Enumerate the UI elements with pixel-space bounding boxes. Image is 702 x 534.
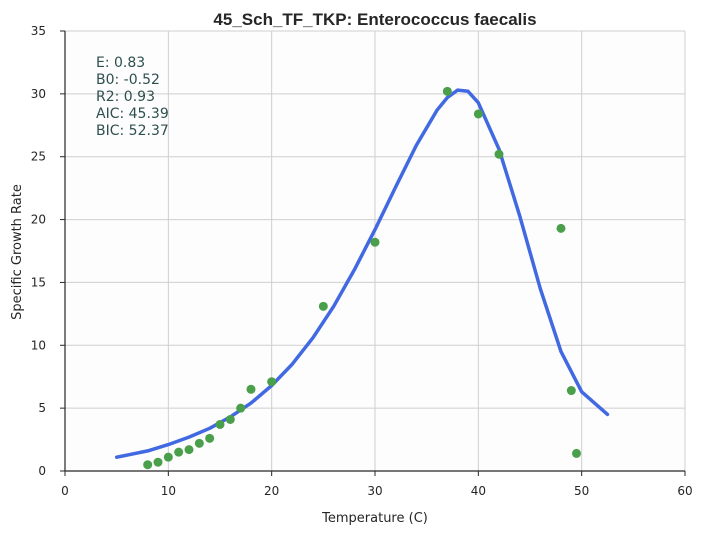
data-point	[267, 377, 277, 387]
stat-line: R2: 0.93	[96, 89, 155, 105]
stat-line: BIC: 52.37	[96, 123, 169, 139]
data-point	[215, 419, 225, 429]
data-point	[236, 403, 246, 413]
data-point	[246, 384, 256, 394]
data-point	[153, 457, 163, 467]
data-marks	[114, 86, 610, 470]
data-point	[174, 447, 184, 457]
grid-lines	[65, 30, 686, 471]
x-tick-label: 40	[471, 484, 486, 498]
data-point	[442, 86, 452, 96]
data-point	[494, 149, 504, 159]
data-point	[556, 223, 566, 233]
data-point	[143, 460, 153, 470]
y-tick-label: 35	[31, 24, 46, 38]
axes	[60, 30, 686, 476]
chart-title: 45_Sch_TF_TKP: Enterococcus faecalis	[213, 10, 536, 29]
x-tick-label: 50	[574, 484, 589, 498]
data-point	[318, 301, 328, 311]
y-axis-label: Specific Growth Rate	[10, 184, 25, 320]
data-point	[566, 386, 576, 396]
y-tick-label: 30	[31, 87, 46, 101]
y-tick-label: 0	[38, 464, 46, 478]
y-tick-label: 20	[31, 213, 46, 227]
x-axis-label: Temperature (C)	[321, 511, 428, 526]
tick-labels: 0 10 20 30 40 50 60 0 5 10 15 20 25 30 35	[31, 24, 693, 498]
x-tick-label: 30	[367, 484, 382, 498]
y-tick-label: 10	[31, 338, 46, 352]
x-tick-label: 20	[264, 484, 279, 498]
data-point	[225, 414, 235, 424]
x-tick-label: 10	[161, 484, 176, 498]
data-point	[572, 448, 581, 458]
data-point	[163, 452, 173, 462]
data-point	[205, 433, 215, 443]
stat-line: E: 0.83	[96, 55, 145, 71]
data-point	[370, 237, 380, 247]
stat-line: B0: -0.52	[96, 72, 160, 88]
y-tick-label: 25	[31, 150, 46, 164]
x-tick-label: 60	[677, 484, 692, 498]
y-tick-label: 5	[38, 401, 46, 415]
x-tick-label: 0	[61, 484, 69, 498]
y-tick-label: 15	[31, 275, 46, 289]
data-point	[473, 109, 483, 119]
stat-line: AIC: 45.39	[96, 106, 169, 122]
fit-curve	[114, 88, 610, 459]
data-point	[184, 445, 194, 455]
data-point	[194, 438, 204, 448]
